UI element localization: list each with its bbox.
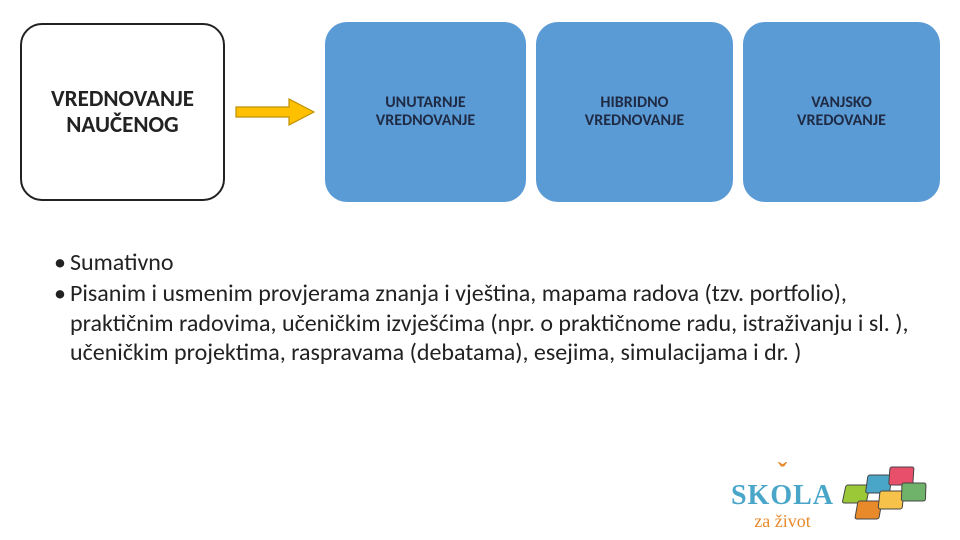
card-blue-2-line1: VANJSKO bbox=[811, 93, 872, 112]
card-main-line1: VREDNOVANJE bbox=[51, 85, 194, 113]
logo-top: SKOLA bbox=[731, 482, 834, 510]
card-main-line2: NAUČENOG bbox=[66, 111, 178, 139]
card-blue-1-line2: VREDNOVANJE bbox=[585, 111, 684, 130]
bullet-list: Sumativno Pisanim i usmenim provjerama z… bbox=[0, 202, 960, 367]
arrow-icon bbox=[235, 98, 315, 126]
arrow-shape bbox=[236, 99, 314, 125]
card-blue-2-line2: VREDOVANJE bbox=[797, 111, 886, 130]
bullet-item: Pisanim i usmenim provjerama znanja i vj… bbox=[54, 279, 916, 367]
card-blue-1: HIBRIDNO VREDNOVANJE bbox=[536, 22, 733, 202]
card-row: VREDNOVANJE NAUČENOG UNUTARNJE VREDNOVAN… bbox=[0, 0, 960, 202]
card-blue-2: VANJSKO VREDOVANJE bbox=[743, 22, 940, 202]
card-main: VREDNOVANJE NAUČENOG bbox=[20, 23, 225, 201]
logo-text: ˇ SKOLA za život bbox=[731, 460, 834, 530]
card-blue-0-line2: VREDNOVANJE bbox=[376, 111, 475, 130]
card-blue-1-line1: HIBRIDNO bbox=[600, 93, 668, 112]
logo: ˇ SKOLA za život bbox=[731, 460, 932, 530]
card-blue-0: UNUTARNJE VREDNOVANJE bbox=[325, 22, 526, 202]
logo-tiles-icon bbox=[842, 463, 932, 527]
card-blue-0-line1: UNUTARNJE bbox=[385, 93, 465, 112]
bullet-item: Sumativno bbox=[54, 248, 916, 277]
logo-bottom: za život bbox=[754, 512, 810, 530]
